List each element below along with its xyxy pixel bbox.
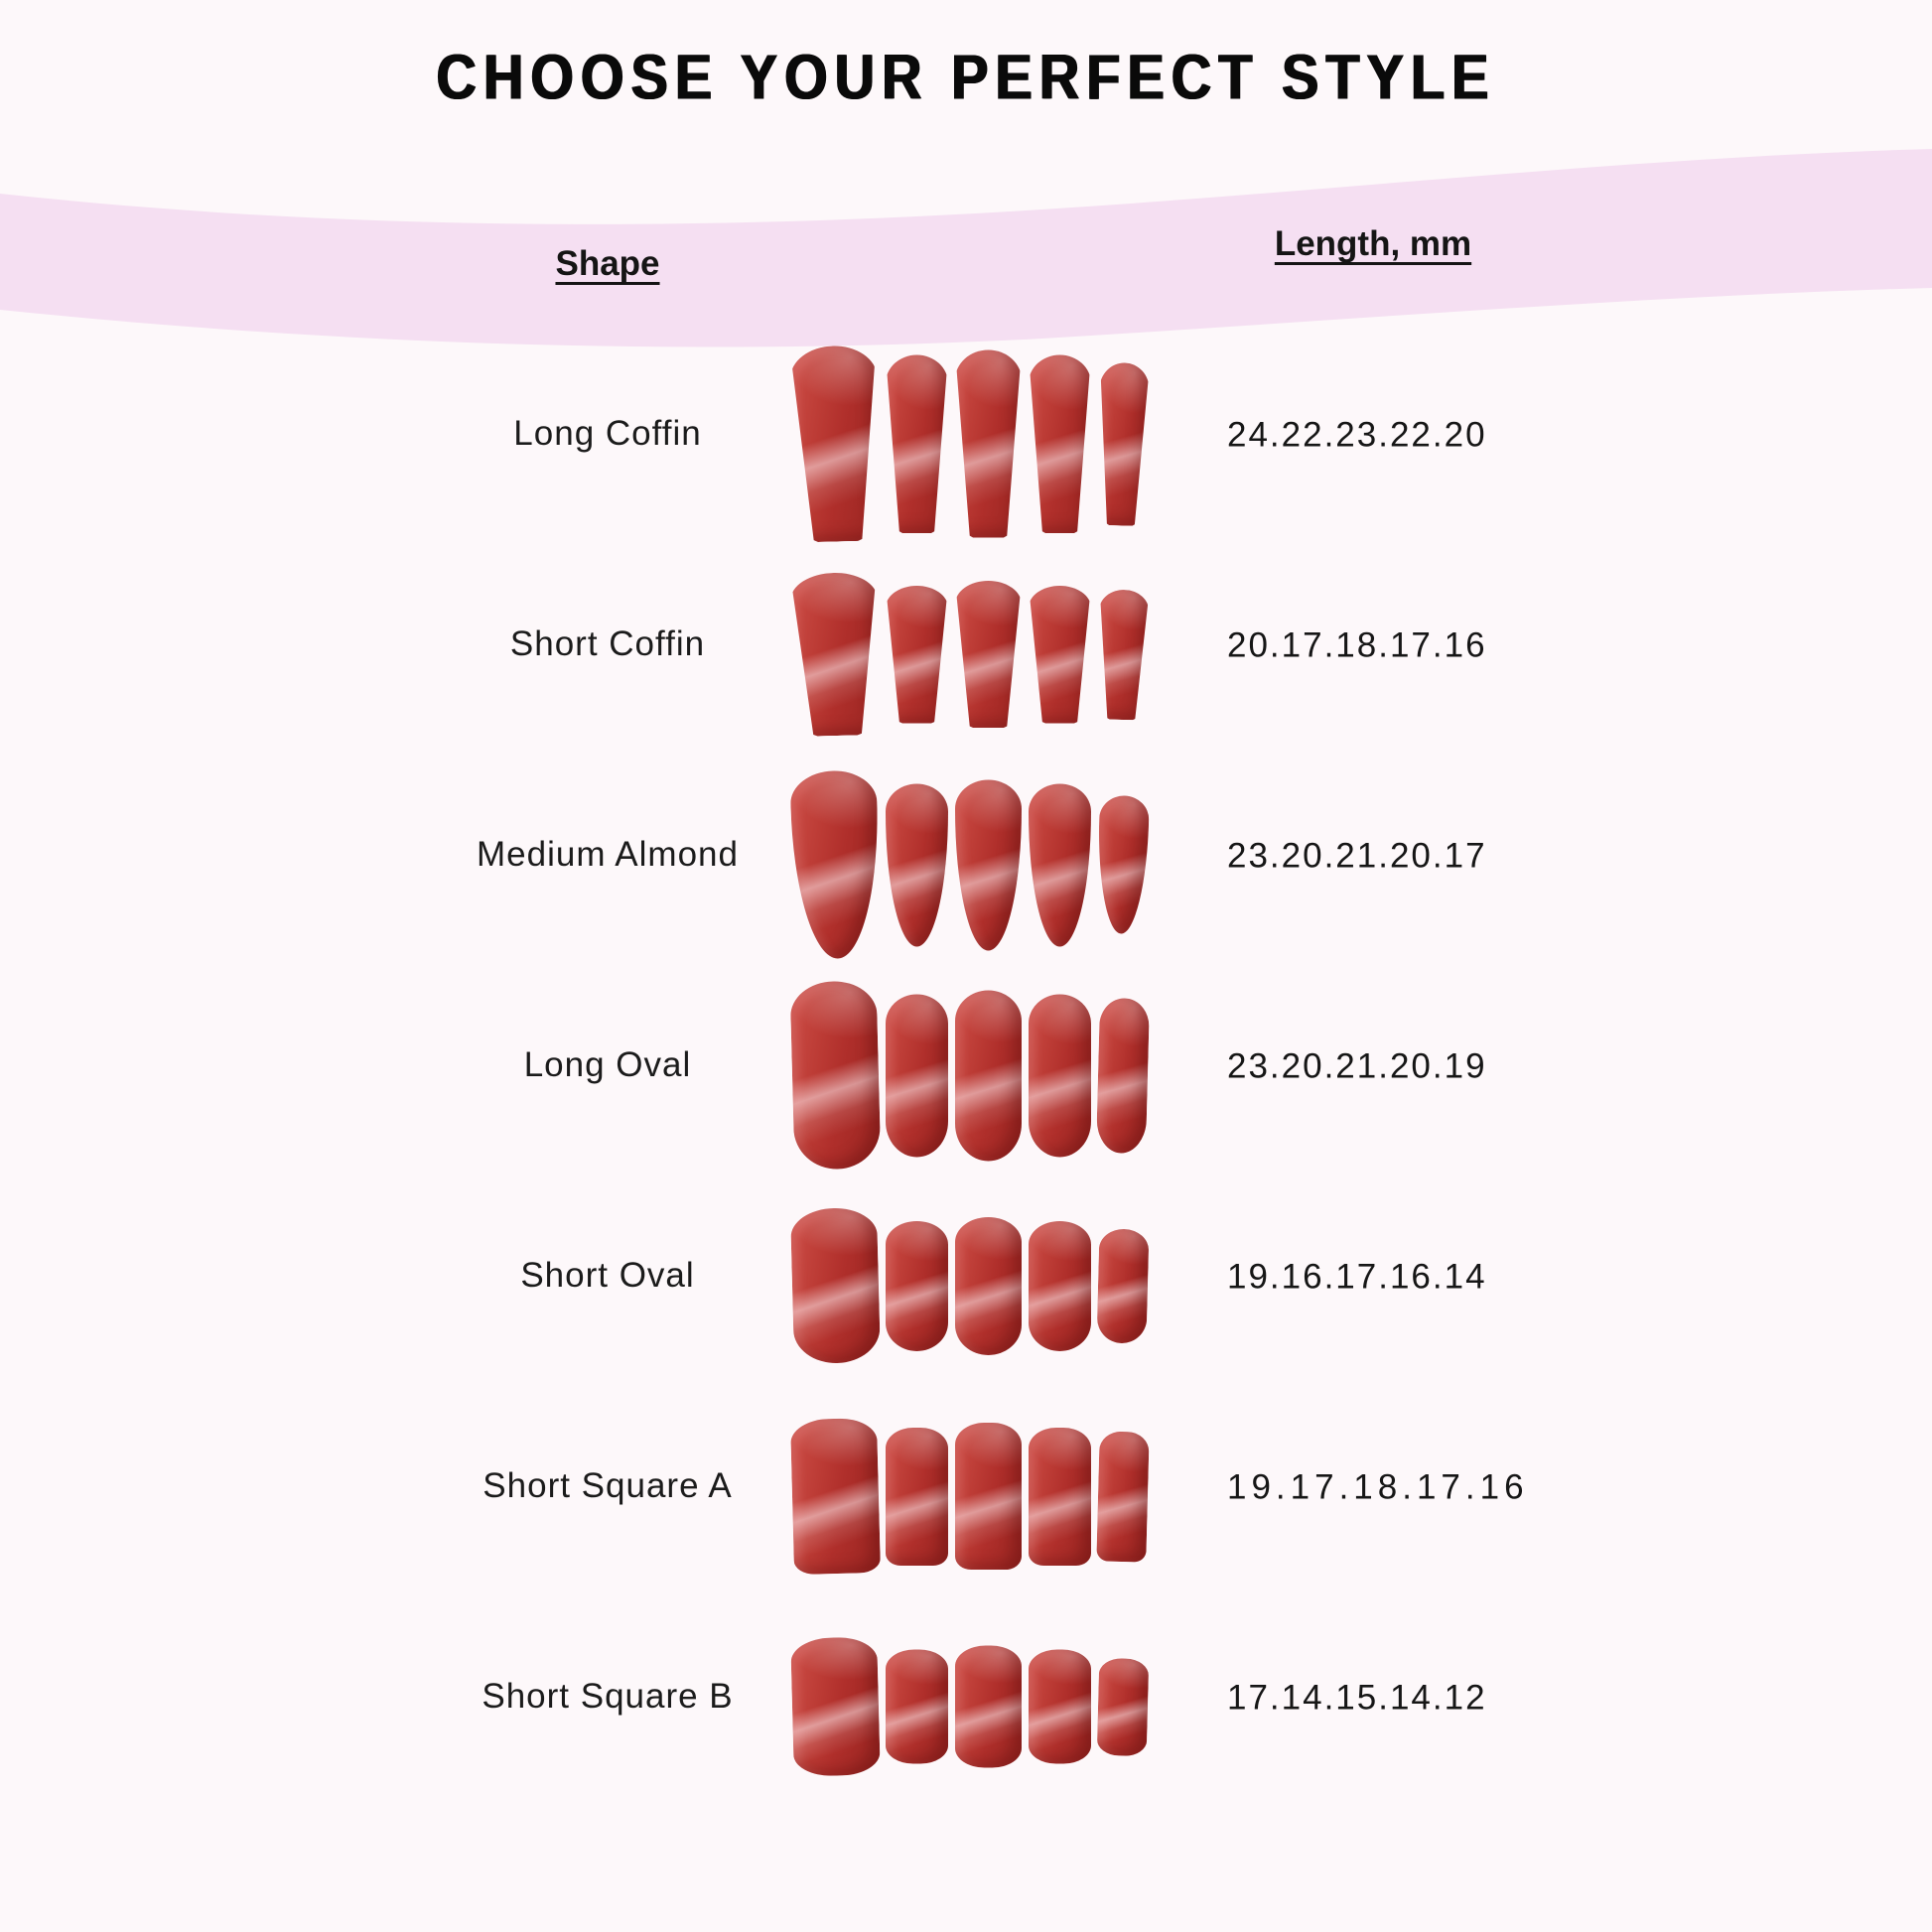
nail-4 <box>1029 354 1091 533</box>
nail-5 <box>1096 1657 1150 1756</box>
nail-1 <box>789 769 882 960</box>
nail-3 <box>955 349 1022 538</box>
nail-2 <box>886 1220 948 1351</box>
nail-1 <box>789 345 881 542</box>
nail-4 <box>1029 585 1091 724</box>
shape-label: Short Square A <box>483 1466 733 1505</box>
nail-3 <box>955 779 1022 950</box>
table-row: Short Square B 17.14.15.14.12 <box>0 1591 1932 1802</box>
nail-4 <box>1029 783 1091 946</box>
nail-5 <box>1096 1227 1150 1344</box>
length-value: 20.17.18.17.16 <box>1227 625 1487 665</box>
nail-1 <box>789 1206 882 1365</box>
length-value: 23.20.21.20.17 <box>1227 836 1487 876</box>
shape-label: Short Coffin <box>509 624 706 663</box>
shape-label: Medium Almond <box>477 835 739 874</box>
nail-set-image <box>788 346 1152 542</box>
nail-3 <box>955 581 1022 728</box>
nail-5 <box>1095 997 1151 1154</box>
shape-label: Short Square B <box>482 1677 734 1716</box>
nail-5 <box>1096 589 1149 720</box>
length-value: 19.17.18.17.16 <box>1227 1467 1529 1507</box>
nail-4 <box>1029 1649 1091 1764</box>
nail-4 <box>1029 994 1091 1157</box>
length-value: 17.14.15.14.12 <box>1227 1678 1487 1718</box>
nail-1 <box>789 980 882 1171</box>
length-value: 19.16.17.16.14 <box>1227 1257 1487 1297</box>
nail-set-image <box>788 1206 1152 1365</box>
nail-set-image <box>788 573 1152 736</box>
nail-1 <box>790 572 881 737</box>
nail-3 <box>955 1216 1022 1355</box>
column-header-shape: Shape <box>555 244 660 283</box>
nail-1 <box>790 1636 881 1777</box>
nail-set-image <box>788 769 1152 960</box>
nail-5 <box>1096 794 1150 935</box>
table-row: Long Coffin 24.22.23.22.20 <box>0 329 1932 539</box>
pink-wave-band <box>0 149 1932 347</box>
nail-4 <box>1029 1220 1091 1351</box>
style-rows: Long Coffin 24.22.23.22.20 Short Coffin … <box>0 329 1932 1802</box>
table-row: Long Oval 23.20.21.20.19 <box>0 960 1932 1171</box>
table-row: Short Coffin 20.17.18.17.16 <box>0 539 1932 750</box>
nail-set-image <box>788 1636 1152 1777</box>
nail-5 <box>1096 361 1150 525</box>
nail-3 <box>955 1423 1022 1570</box>
page-title: CHOOSE YOUR PERFECT STYLE <box>436 41 1496 112</box>
table-row: Short Oval 19.16.17.16.14 <box>0 1171 1932 1381</box>
nail-3 <box>955 1645 1022 1768</box>
shape-label: Long Oval <box>523 1045 692 1084</box>
nail-4 <box>1029 1427 1091 1566</box>
column-header-length: Length, mm <box>1274 224 1472 263</box>
length-value: 23.20.21.20.19 <box>1227 1046 1487 1086</box>
nail-5 <box>1096 1430 1150 1563</box>
nail-3 <box>955 990 1022 1161</box>
nail-2 <box>886 1427 948 1566</box>
shape-label: Short Oval <box>520 1256 695 1295</box>
nail-2 <box>886 354 948 533</box>
table-row: Short Square A 19.17.18.17.16 <box>0 1381 1932 1591</box>
nail-set-image <box>788 980 1152 1171</box>
nail-2 <box>886 994 948 1157</box>
table-row: Medium Almond 23.20.21.20.17 <box>0 750 1932 960</box>
nail-2 <box>886 1649 948 1764</box>
nail-2 <box>886 783 948 946</box>
shape-label: Long Coffin <box>513 414 702 453</box>
nail-set-image <box>788 1417 1152 1576</box>
nail-2 <box>886 585 948 724</box>
nail-1 <box>789 1417 882 1576</box>
length-value: 24.22.23.22.20 <box>1227 415 1487 455</box>
